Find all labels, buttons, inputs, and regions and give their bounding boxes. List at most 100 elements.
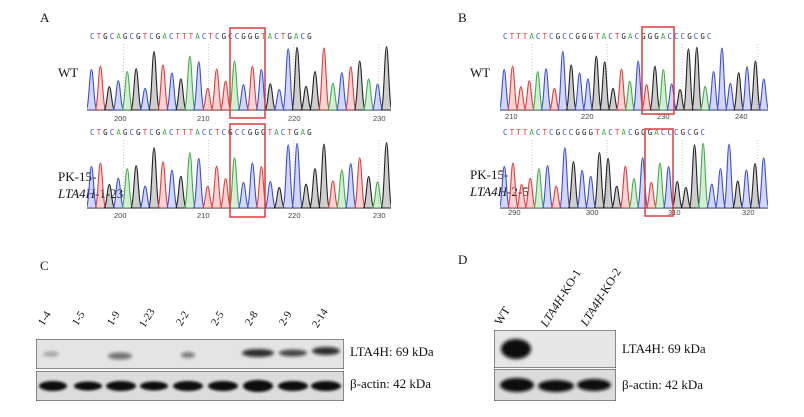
- chromatogram-peak: [705, 183, 718, 209]
- chromatogram-peak: [165, 169, 179, 209]
- base-letter: C: [667, 32, 675, 41]
- base-letter: G: [654, 32, 661, 41]
- panel-c-lane-label: 2-2: [173, 309, 192, 328]
- base-letter: G: [307, 32, 314, 41]
- panel-d-lane-label-text: WT: [491, 304, 514, 328]
- chromatogram-peak: [87, 68, 98, 111]
- chromatogram-peak: [524, 177, 537, 209]
- panel-b-mutant-chromatogram: [500, 140, 768, 209]
- panel-d-lta4h-blot: [494, 330, 616, 368]
- chromatogram-peak: [210, 68, 223, 111]
- base-letter: G: [581, 128, 589, 137]
- chromatogram-peak: [299, 85, 313, 111]
- chromatogram-peak: [87, 165, 98, 209]
- base-letter: T: [287, 128, 294, 137]
- chromatogram-peak: [657, 69, 670, 111]
- base-letter: A: [116, 32, 123, 41]
- base-letter: C: [680, 32, 688, 41]
- panel-d-actin-blot: [494, 369, 616, 401]
- base-letter: A: [162, 32, 169, 41]
- panel-letter-c: C: [40, 258, 49, 273]
- chromatogram-peak: [682, 48, 695, 111]
- chromatogram-peak: [94, 162, 107, 209]
- panel-letter-b: B: [458, 10, 467, 25]
- chromatogram-peak: [326, 180, 339, 209]
- base-letter: C: [700, 128, 707, 137]
- panel-a-mutant-label-gene: LTA4H: [58, 186, 96, 201]
- chromatogram-peak: [264, 83, 277, 111]
- panel-b-mutant-tick-1: 290: [508, 208, 521, 217]
- chromatogram-peak: [593, 151, 606, 209]
- base-letter: C: [234, 32, 242, 41]
- base-letter: G: [575, 128, 582, 137]
- base-letter: A: [116, 128, 123, 137]
- base-letter: G: [293, 128, 301, 137]
- base-letter: C: [109, 128, 117, 137]
- panel-c-lane-label: 1-5: [69, 309, 88, 328]
- base-letter: G: [647, 32, 655, 41]
- base-letter: T: [522, 32, 530, 41]
- panel-a-mutant-label-prefix: PK-15-: [58, 169, 97, 184]
- base-letter: C: [149, 32, 156, 41]
- panel-c-lane-label: 2-8: [242, 309, 261, 328]
- chromatogram-peak: [308, 168, 322, 209]
- base-letter: C: [201, 128, 209, 137]
- base-letter: C: [667, 128, 675, 137]
- chromatogram-peak: [335, 169, 348, 209]
- base-letter: T: [182, 128, 189, 137]
- base-letter: C: [693, 32, 701, 41]
- panel-b-mutant-tick-2: 300: [586, 208, 599, 217]
- panel-a-mutant-sequence: CTGCAGCGTCGACTTTACCTCGCCGGGTACTGAG: [90, 128, 314, 137]
- chromatogram-peak: [714, 168, 727, 209]
- panel-a-wt-tick-3: 220: [288, 114, 301, 123]
- base-letter: C: [221, 128, 229, 137]
- base-letter: G: [241, 32, 248, 41]
- base-letter: T: [261, 32, 268, 41]
- chromatogram-peak: [531, 71, 544, 111]
- chromatogram-peak: [628, 178, 640, 209]
- chromatogram-peak: [147, 51, 161, 111]
- base-letter: T: [516, 32, 523, 41]
- base-letter: A: [162, 128, 169, 137]
- base-letter: G: [581, 32, 589, 41]
- base-letter: G: [641, 32, 648, 41]
- base-letter: T: [595, 128, 602, 137]
- panel-b-wt-tick-4: 240: [735, 112, 748, 121]
- base-letter: G: [621, 32, 628, 41]
- base-letter: C: [214, 32, 222, 41]
- chromatogram-peak: [282, 48, 295, 111]
- chromatogram-peak: [515, 86, 527, 111]
- panel-b-wt-label: WT: [470, 65, 491, 80]
- panel-a-wt-tick-4: 230: [373, 114, 386, 123]
- panel-c-actin-label: β-actin: 42 kDa: [350, 376, 431, 391]
- panel-c-lta4h-label: LTA4H: 69 kDa: [350, 344, 434, 359]
- chromatogram-peak: [130, 68, 143, 111]
- panel-b-wt-sequence: CTTTACTCGCCGGGTACTGACGGGACCCGCGC: [503, 32, 714, 41]
- panel-letter-a: A: [40, 10, 50, 25]
- chromatogram-peak: [558, 147, 571, 209]
- base-letter: A: [274, 128, 281, 137]
- chromatogram-peak: [615, 68, 628, 111]
- base-letter: T: [175, 32, 183, 41]
- chromatogram-peak: [210, 165, 223, 209]
- base-letter: C: [503, 128, 510, 137]
- chromatogram-peak: [103, 86, 116, 111]
- chromatogram-peak: [500, 165, 511, 209]
- base-letter: A: [195, 128, 202, 137]
- chromatogram-peak: [624, 80, 636, 111]
- base-letter: C: [549, 128, 556, 137]
- chromatogram-peak: [335, 72, 348, 111]
- base-letter: G: [254, 32, 262, 41]
- base-letter: C: [674, 128, 681, 137]
- chromatogram-peak: [291, 46, 304, 111]
- base-letter: C: [674, 32, 681, 41]
- base-letter: T: [614, 32, 622, 41]
- chromatogram-peak: [165, 72, 179, 111]
- base-letter: G: [575, 32, 582, 41]
- base-letter: C: [535, 32, 543, 41]
- chromatogram-peak: [749, 60, 762, 111]
- base-letter: G: [122, 32, 130, 41]
- base-letter: G: [687, 32, 694, 41]
- panel-c-lane-label: 2-9: [276, 309, 295, 328]
- base-letter: C: [549, 32, 556, 41]
